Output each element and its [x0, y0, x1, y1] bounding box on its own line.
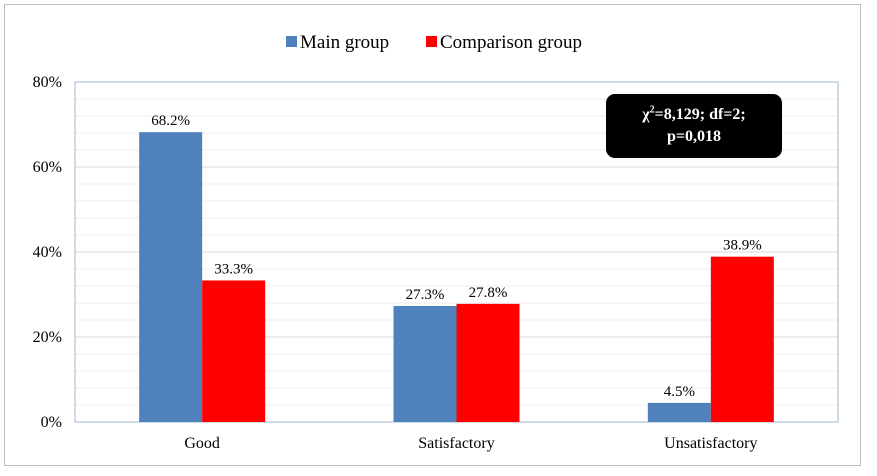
legend: Main group Comparison group	[286, 32, 582, 53]
chi-square-annotation: χ2=8,129; df=2; p=0,018	[606, 94, 782, 158]
y-tick-label: 20%	[33, 329, 62, 346]
data-label: 4.5%	[664, 384, 695, 400]
bar-comparison-good	[202, 280, 266, 422]
bar-main-good	[139, 132, 203, 422]
x-tick-label: Satisfactory	[418, 435, 494, 452]
y-tick-label: 60%	[33, 159, 62, 176]
legend-label: Comparison group	[440, 32, 582, 53]
annotation-line-2: p=0,018	[666, 128, 721, 145]
bar-comparison-satisfactory	[456, 303, 520, 422]
y-tick-label: 0%	[41, 414, 62, 431]
y-tick-label: 40%	[33, 244, 62, 261]
data-label: 33.3%	[214, 261, 253, 277]
data-label: 38.9%	[723, 238, 762, 254]
bar-comparison-unsatisfactory	[710, 256, 774, 422]
data-label: 27.3%	[406, 287, 445, 303]
annotation-line-1: χ2=8,129; df=2;	[642, 104, 746, 123]
bar-main-unsatisfactory	[647, 402, 711, 422]
legend-swatch	[426, 36, 437, 47]
legend-label: Main group	[300, 32, 389, 53]
data-label: 27.8%	[469, 285, 508, 301]
legend-swatch	[286, 36, 297, 47]
data-label: 68.2%	[151, 113, 190, 129]
x-tick-label: Good	[184, 435, 220, 452]
y-tick-label: 80%	[33, 74, 62, 91]
bar-main-satisfactory	[393, 305, 457, 422]
x-tick-label: Unsatisfactory	[664, 435, 757, 452]
